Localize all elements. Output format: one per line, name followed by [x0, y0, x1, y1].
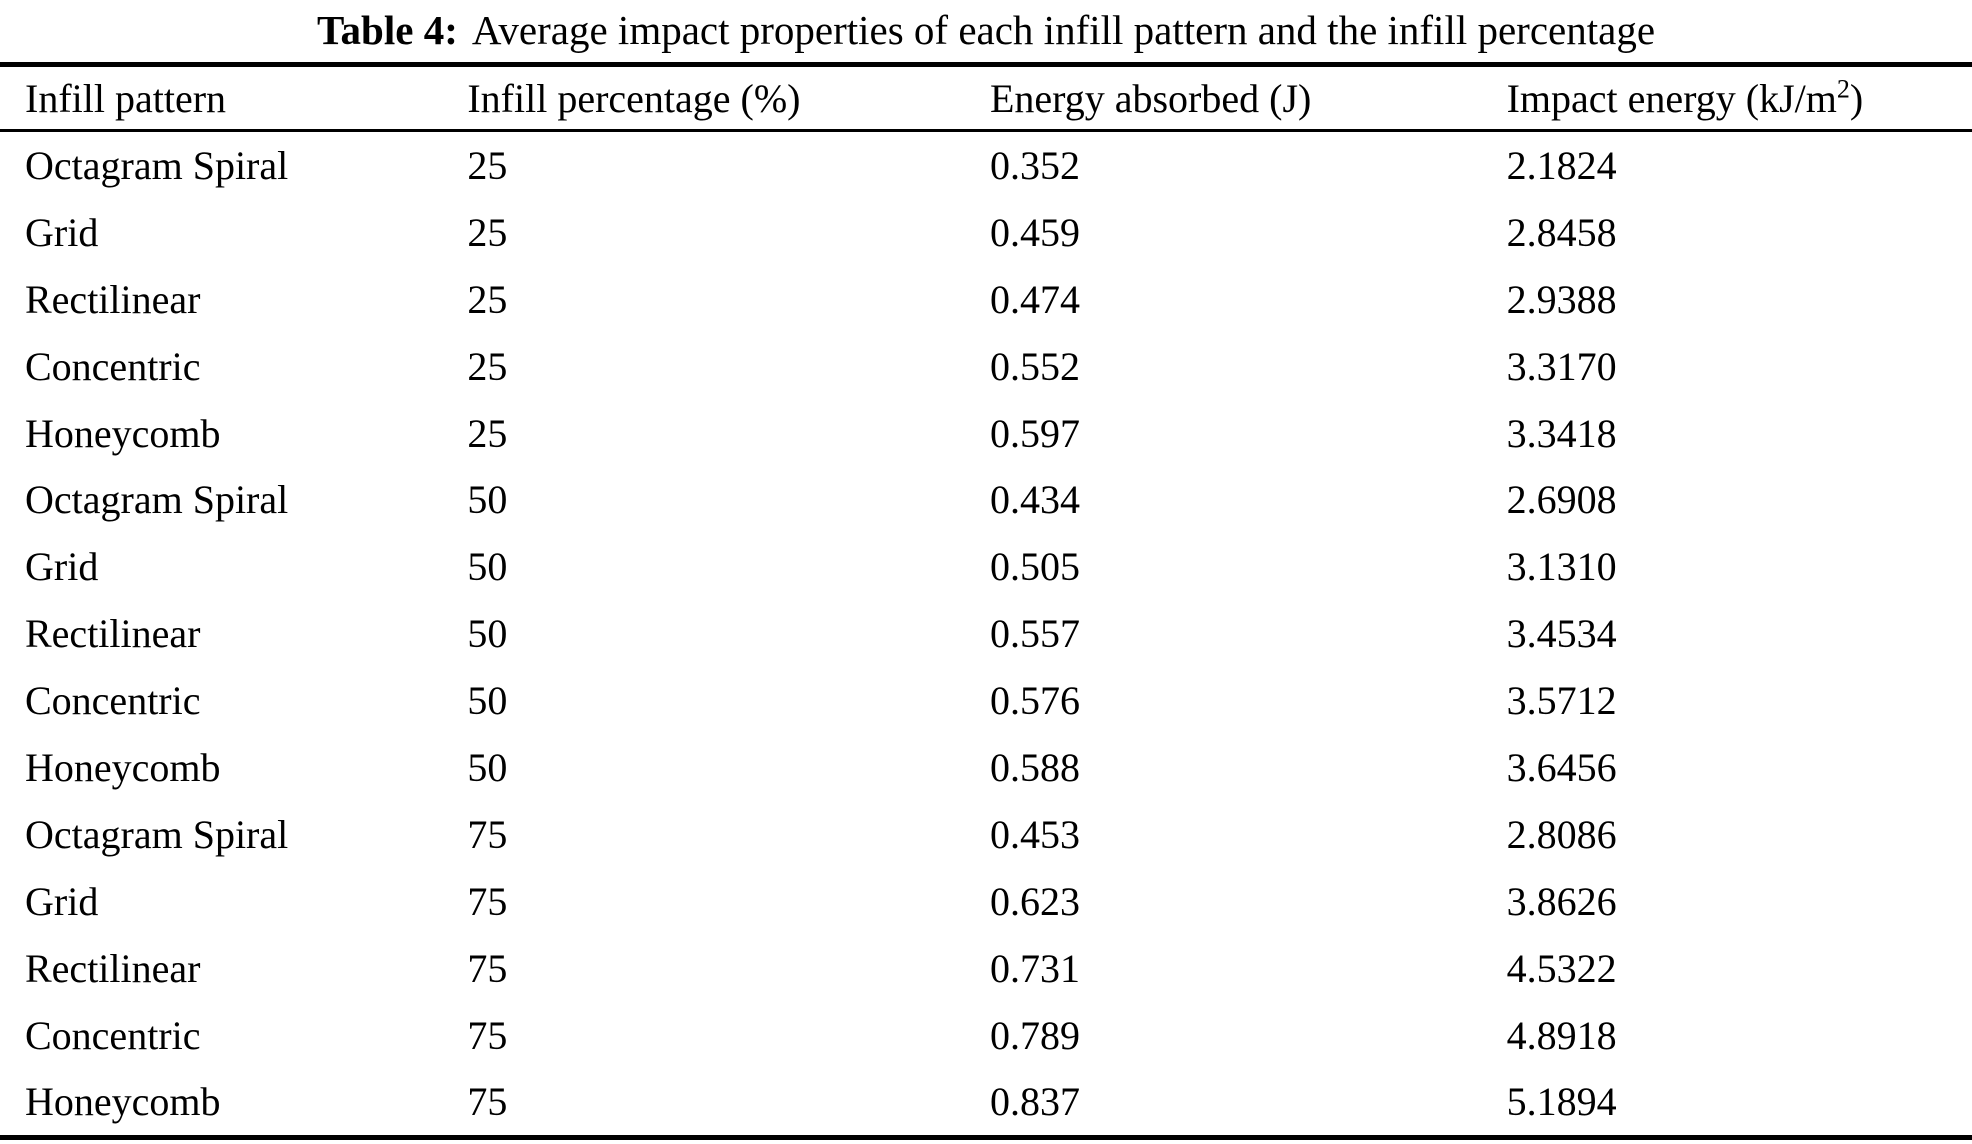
cell-infill-percentage: 75	[467, 878, 508, 924]
cell-impact-energy: 3.4534	[1506, 611, 1617, 657]
table-body: Octagram Spiral 25 0.352 2.1824 Grid 25 …	[0, 131, 1972, 1138]
table-row: Octagram Spiral 50 0.434 2.6908	[0, 466, 1972, 533]
cell-infill-percentage: 50	[467, 678, 508, 724]
cell-energy-absorbed: 0.474	[989, 276, 1080, 322]
col-header-impact-energy: Impact energy (kJ/m2)	[1506, 64, 1972, 132]
cell-energy-absorbed: 0.434	[989, 477, 1080, 523]
cell-energy-absorbed: 0.576	[989, 678, 1080, 724]
impact-energy-unit-suffix: )	[1849, 75, 1864, 121]
cell-energy-absorbed: 0.789	[989, 1012, 1080, 1058]
cell-infill-pattern: Concentric	[25, 1012, 201, 1058]
cell-infill-percentage: 25	[467, 410, 508, 456]
cell-infill-pattern: Honeycomb	[25, 410, 221, 456]
cell-infill-pattern: Grid	[25, 544, 99, 590]
table-row: Grid 25 0.459 2.8458	[0, 199, 1972, 266]
cell-infill-percentage: 25	[467, 209, 508, 255]
cell-infill-percentage: 75	[467, 1012, 508, 1058]
col-header-infill-pattern: Infill pattern	[0, 64, 468, 132]
cell-impact-energy: 2.1824	[1506, 142, 1617, 188]
cell-infill-percentage: 50	[467, 744, 508, 790]
table-row: Grid 75 0.623 3.8626	[0, 868, 1972, 935]
cell-infill-pattern: Rectilinear	[25, 611, 201, 657]
table-row: Concentric 75 0.789 4.8918	[0, 1002, 1972, 1069]
cell-energy-absorbed: 0.588	[989, 744, 1080, 790]
col-header-energy-absorbed: Energy absorbed (J)	[989, 64, 1507, 132]
cell-impact-energy: 4.5322	[1506, 945, 1617, 991]
cell-energy-absorbed: 0.453	[989, 811, 1080, 857]
cell-infill-pattern: Octagram Spiral	[25, 142, 289, 188]
table-caption: Table 4: Average impact properties of eac…	[0, 0, 1972, 62]
cell-impact-energy: 5.1894	[1506, 1079, 1617, 1125]
table-caption-text: Average impact properties of each infill…	[471, 7, 1656, 53]
cell-energy-absorbed: 0.352	[989, 142, 1080, 188]
table-row: Concentric 25 0.552 3.3170	[0, 333, 1972, 400]
impact-energy-unit-superscript: 2	[1836, 74, 1850, 104]
cell-impact-energy: 4.8918	[1506, 1012, 1617, 1058]
cell-infill-pattern: Honeycomb	[25, 744, 221, 790]
data-table: Infill pattern Infill percentage (%) Ene…	[0, 62, 1972, 1141]
table-row: Grid 50 0.505 3.1310	[0, 533, 1972, 600]
cell-energy-absorbed: 0.552	[989, 343, 1080, 389]
cell-impact-energy: 3.8626	[1506, 878, 1617, 924]
table-row: Honeycomb 25 0.597 3.3418	[0, 400, 1972, 467]
cell-energy-absorbed: 0.557	[989, 611, 1080, 657]
table-row: Octagram Spiral 25 0.352 2.1824	[0, 131, 1972, 199]
cell-impact-energy: 3.5712	[1506, 678, 1617, 724]
cell-infill-percentage: 50	[467, 544, 508, 590]
cell-infill-percentage: 25	[467, 343, 508, 389]
impact-energy-unit-prefix: Impact energy (kJ/m	[1506, 75, 1837, 121]
cell-energy-absorbed: 0.623	[989, 878, 1080, 924]
cell-infill-percentage: 75	[467, 1079, 508, 1125]
table-row: Honeycomb 50 0.588 3.6456	[0, 734, 1972, 801]
cell-infill-pattern: Octagram Spiral	[25, 477, 289, 523]
cell-energy-absorbed: 0.731	[989, 945, 1080, 991]
cell-infill-percentage: 25	[467, 142, 508, 188]
cell-impact-energy: 2.8458	[1506, 209, 1617, 255]
table-row: Rectilinear 75 0.731 4.5322	[0, 935, 1972, 1002]
cell-infill-percentage: 25	[467, 276, 508, 322]
cell-infill-percentage: 50	[467, 477, 508, 523]
cell-infill-pattern: Rectilinear	[25, 276, 201, 322]
cell-infill-pattern: Grid	[25, 878, 99, 924]
cell-energy-absorbed: 0.505	[989, 544, 1080, 590]
cell-infill-pattern: Concentric	[25, 343, 201, 389]
cell-impact-energy: 3.6456	[1506, 744, 1617, 790]
table-caption-label: Table 4:	[316, 7, 458, 53]
col-header-infill-percentage: Infill percentage (%)	[467, 64, 990, 132]
cell-infill-pattern: Octagram Spiral	[25, 811, 289, 857]
cell-impact-energy: 2.6908	[1506, 477, 1617, 523]
cell-impact-energy: 2.9388	[1506, 276, 1617, 322]
cell-infill-percentage: 50	[467, 611, 508, 657]
cell-infill-percentage: 75	[467, 945, 508, 991]
cell-impact-energy: 3.3170	[1506, 343, 1617, 389]
header-row: Infill pattern Infill percentage (%) Ene…	[0, 64, 1972, 132]
cell-infill-percentage: 75	[467, 811, 508, 857]
table-row: Concentric 50 0.576 3.5712	[0, 667, 1972, 734]
cell-impact-energy: 2.8086	[1506, 811, 1617, 857]
table-row: Rectilinear 50 0.557 3.4534	[0, 600, 1972, 667]
cell-impact-energy: 3.3418	[1506, 410, 1617, 456]
cell-infill-pattern: Rectilinear	[25, 945, 201, 991]
cell-energy-absorbed: 0.597	[989, 410, 1080, 456]
cell-infill-pattern: Honeycomb	[25, 1079, 221, 1125]
cell-energy-absorbed: 0.459	[989, 209, 1080, 255]
table-row: Octagram Spiral 75 0.453 2.8086	[0, 801, 1972, 868]
cell-impact-energy: 3.1310	[1506, 544, 1617, 590]
cell-infill-pattern: Concentric	[25, 678, 201, 724]
cell-infill-pattern: Grid	[25, 209, 99, 255]
table-row: Rectilinear 25 0.474 2.9388	[0, 266, 1972, 333]
cell-energy-absorbed: 0.837	[989, 1079, 1080, 1125]
table-row: Honeycomb 75 0.837 5.1894	[0, 1068, 1972, 1137]
